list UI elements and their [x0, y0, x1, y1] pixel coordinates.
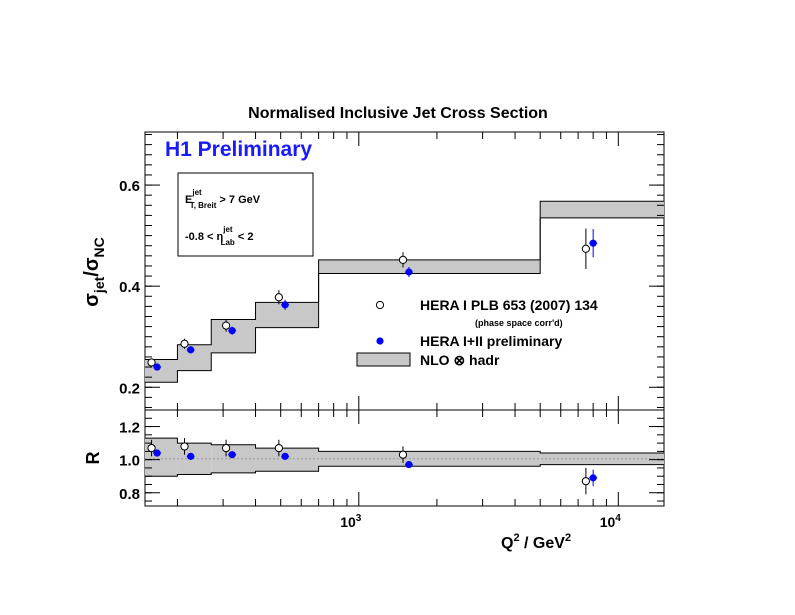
ratio-point-hera1	[398, 450, 408, 459]
main-point-hera1	[274, 293, 283, 302]
main-point-hera1	[147, 358, 156, 367]
legend-sublabel-hera1: (phase space corr'd)	[475, 318, 563, 328]
x-tick-label: 103	[340, 513, 362, 530]
main-point-hera12	[281, 301, 289, 309]
main-y-tick-label: 0.4	[119, 279, 141, 296]
ratio-y-tick-label: 1.0	[119, 453, 140, 470]
legend-band-swatch	[356, 352, 411, 367]
ratio-axis-ticks: 0.8 1.0 1.2 103 104	[119, 410, 664, 530]
main-point-hera12	[228, 327, 236, 335]
h1-preliminary-label: H1 Preliminary	[165, 138, 312, 161]
ratio-point-hera12	[153, 449, 161, 457]
legend-open-circle-marker	[375, 300, 385, 310]
ratio-point-hera12	[281, 452, 289, 460]
main-point-hera1	[398, 255, 408, 264]
main-point-hera1	[581, 244, 590, 253]
ratio-point-hera12	[187, 452, 195, 460]
main-y-tick-label: 0.6	[119, 178, 140, 195]
main-y-tick-label: 0.2	[119, 380, 140, 397]
main-point-hera12	[153, 363, 161, 371]
main-nlo-band-bin	[211, 319, 256, 353]
ratio-point-hera1	[221, 443, 231, 453]
ratio-point-hera1	[180, 442, 189, 451]
main-nlo-band-layer	[145, 200, 664, 383]
ratio-point-hera1	[147, 443, 156, 453]
ratio-data-points	[147, 438, 598, 495]
cut-et-text: Ejet T, Breit > 7 GeV	[185, 188, 261, 210]
main-axis-ticks: 0.2 0.4 0.6	[119, 132, 664, 410]
ratio-nlo-band-lower-edge	[145, 464, 664, 477]
ratio-nlo-band-bin	[145, 438, 178, 477]
ratio-y-tick-label: 1.2	[119, 420, 140, 437]
x-tick-label: 104	[600, 513, 622, 530]
main-nlo-band-bin	[177, 344, 212, 371]
ratio-y-axis-label: R	[83, 452, 103, 465]
ratio-point-hera12	[228, 451, 236, 459]
ratio-point-hera12	[405, 461, 413, 469]
x-axis-label: Q2 / GeV2	[501, 532, 571, 552]
legend: HERA I PLB 653 (2007) 134 (phase space c…	[356, 297, 598, 368]
legend-label-hera1: HERA I PLB 653 (2007) 134	[420, 297, 598, 313]
main-data-points	[147, 228, 598, 371]
legend-label-hera12: HERA I+II preliminary	[420, 333, 562, 349]
main-y-axis-label: σjet/σNC	[81, 237, 107, 307]
main-point-hera12	[405, 268, 413, 276]
legend-filled-circle-marker	[376, 337, 384, 345]
main-nlo-band-bin	[540, 201, 664, 218]
main-point-hera1	[180, 339, 189, 348]
legend-label-nlo: NLO ⊗ hadr	[420, 352, 500, 368]
cuts-box	[177, 172, 314, 257]
main-nlo-band-lower-edge	[145, 217, 664, 383]
ratio-nlo-band-upper-edge	[145, 437, 664, 454]
ratio-y-tick-label: 0.8	[119, 486, 140, 503]
cut-eta-text: -0.8 < ηjet Lab < 2	[185, 225, 253, 247]
ratio-point-hera12	[589, 474, 597, 482]
main-point-hera12	[187, 346, 195, 354]
chart-title: Normalised Inclusive Jet Cross Section	[248, 105, 548, 122]
main-nlo-band-bin	[318, 259, 541, 274]
main-point-hera1	[221, 321, 231, 330]
main-point-hera12	[589, 239, 597, 247]
ratio-point-hera1	[274, 443, 283, 453]
ratio-nlo-band-bin	[255, 448, 319, 472]
ratio-point-hera1	[581, 477, 590, 486]
